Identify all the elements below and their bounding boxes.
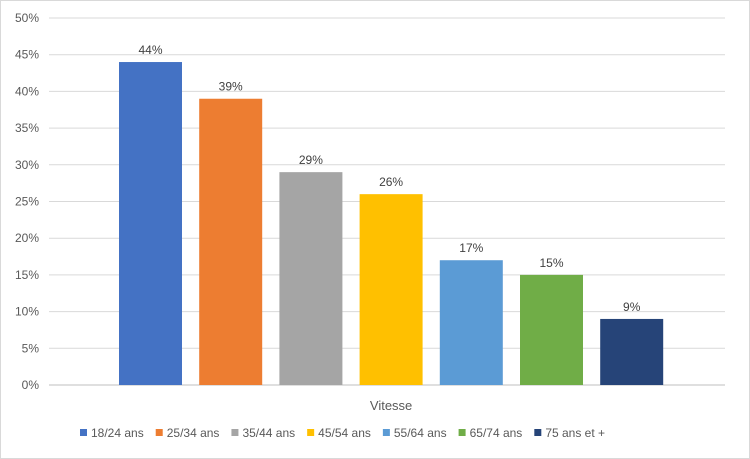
legend-swatch: [80, 429, 87, 436]
bar-2: [199, 98, 263, 386]
data-label: 9%: [623, 300, 641, 314]
legend-swatch: [307, 429, 315, 436]
legend-entry-label: 55/64 ans: [394, 426, 447, 440]
y-tick-label: 30%: [15, 158, 39, 172]
y-tick-label: 10%: [15, 305, 39, 319]
data-label: 29%: [299, 153, 323, 167]
y-tick-label: 20%: [15, 231, 39, 245]
data-label: 17%: [459, 241, 483, 255]
legend-entry-label: 45/54 ans: [318, 426, 371, 440]
legend-entry-label: 18/24 ans: [91, 426, 144, 440]
y-tick-label: 25%: [15, 195, 39, 209]
legend-entry-label: 65/74 ans: [470, 426, 523, 440]
bar-3: [279, 172, 343, 385]
legend-swatch: [382, 429, 390, 436]
legend-swatch: [231, 429, 239, 436]
legend-swatch: [458, 429, 466, 436]
legend-entry-label: 35/44 ans: [242, 426, 295, 440]
legend-swatch: [155, 429, 163, 436]
legend-swatch: [534, 429, 542, 436]
bars: [119, 62, 664, 386]
data-labels: 44% 39% 29% 26% 17% 15% 9%: [138, 43, 640, 314]
data-label: 26%: [379, 175, 403, 189]
bar-5: [439, 260, 503, 385]
category-label: Vitesse: [370, 398, 412, 413]
y-tick-label: 5%: [22, 341, 40, 355]
y-tick-label: 0%: [22, 378, 40, 392]
y-tick-label: 40%: [15, 84, 39, 98]
data-label: 39%: [219, 80, 243, 94]
legend: 18/24 ans 25/34 ans 35/44 ans 45/54 ans 55/6…: [80, 426, 605, 440]
y-tick-label: 45%: [15, 48, 39, 62]
bar-6: [520, 274, 583, 385]
bar-4: [359, 194, 423, 385]
y-axis-tick-labels: 0% 5% 10% 15% 20% 25% 30% 35% 40% 45% 50%: [15, 11, 39, 392]
data-label: 44%: [138, 43, 162, 57]
bar-1: [119, 62, 182, 385]
y-tick-label: 35%: [15, 121, 39, 135]
bar-7: [600, 318, 664, 385]
y-tick-label: 15%: [15, 268, 39, 282]
legend-entry-label: 75 ans et +: [545, 426, 605, 440]
y-tick-label: 50%: [15, 11, 39, 25]
legend-entry-label: 25/34 ans: [167, 426, 220, 440]
x-axis-category-labels: Vitesse: [370, 398, 412, 413]
data-label: 15%: [539, 256, 563, 270]
